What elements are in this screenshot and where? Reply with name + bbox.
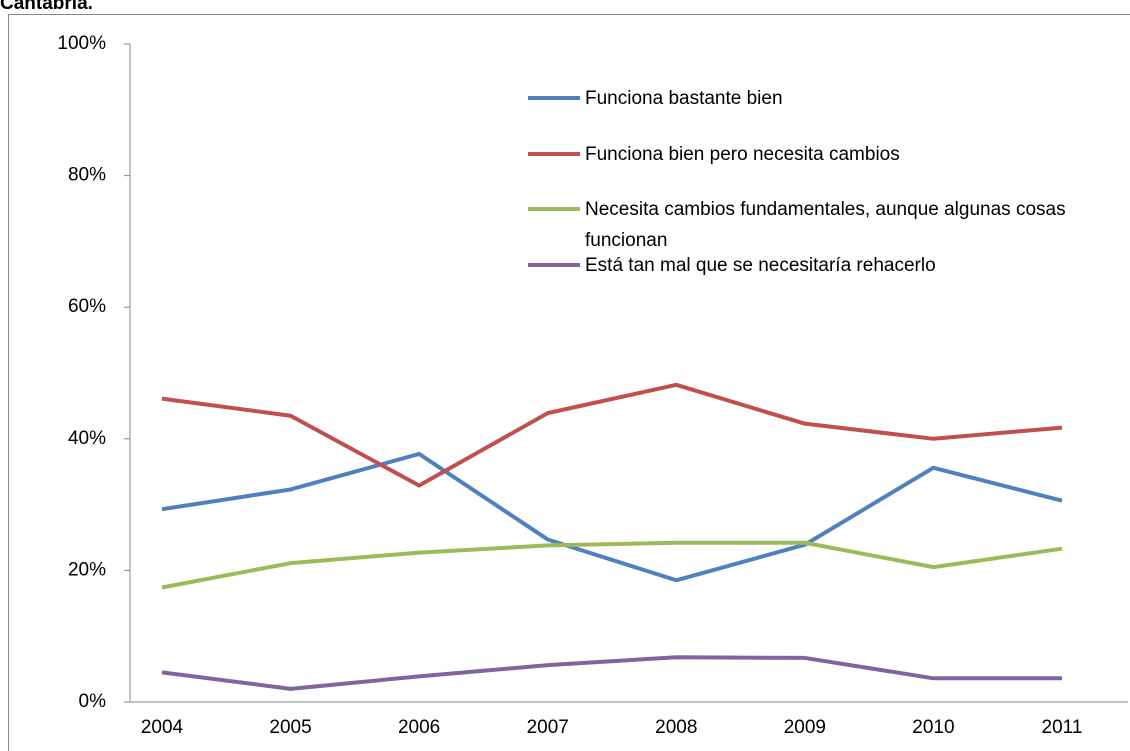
y-tick-label: 40% <box>68 428 106 449</box>
x-tick-label: 2009 <box>784 717 826 738</box>
x-tick-label: 2005 <box>269 717 311 738</box>
series-line <box>161 382 1063 488</box>
chart-title: Cantabria. <box>0 0 93 14</box>
x-tick-label: 2010 <box>912 717 954 738</box>
legend-swatch <box>528 152 580 156</box>
legend-swatch <box>528 263 580 267</box>
y-tick-label: 80% <box>68 165 106 186</box>
legend-label: Funciona bastante bien <box>585 88 783 109</box>
legend-label: Está tan mal que se necesitaría rehacerl… <box>585 255 936 276</box>
series-line <box>161 655 1062 691</box>
series-line <box>161 540 1063 590</box>
legend-label: Funciona bien pero necesita cambios <box>585 144 900 165</box>
x-tick-label: 2006 <box>398 717 440 738</box>
legend-label: Necesita cambios fundamentales, aunque a… <box>585 199 1066 251</box>
chart-border <box>8 14 1130 751</box>
y-tick-label: 100% <box>57 33 106 54</box>
y-tick-label: 60% <box>68 296 106 317</box>
x-tick-label: 2011 <box>1042 717 1083 738</box>
y-tick-label: 0% <box>79 691 107 712</box>
x-tick-label: 2008 <box>655 717 697 738</box>
x-tick-label: 2007 <box>527 717 569 738</box>
x-tick-label: 2004 <box>141 717 184 738</box>
legend-swatch <box>528 207 580 211</box>
series-line <box>161 451 1063 583</box>
legend-swatch <box>528 96 580 100</box>
y-tick-label: 20% <box>68 559 106 580</box>
